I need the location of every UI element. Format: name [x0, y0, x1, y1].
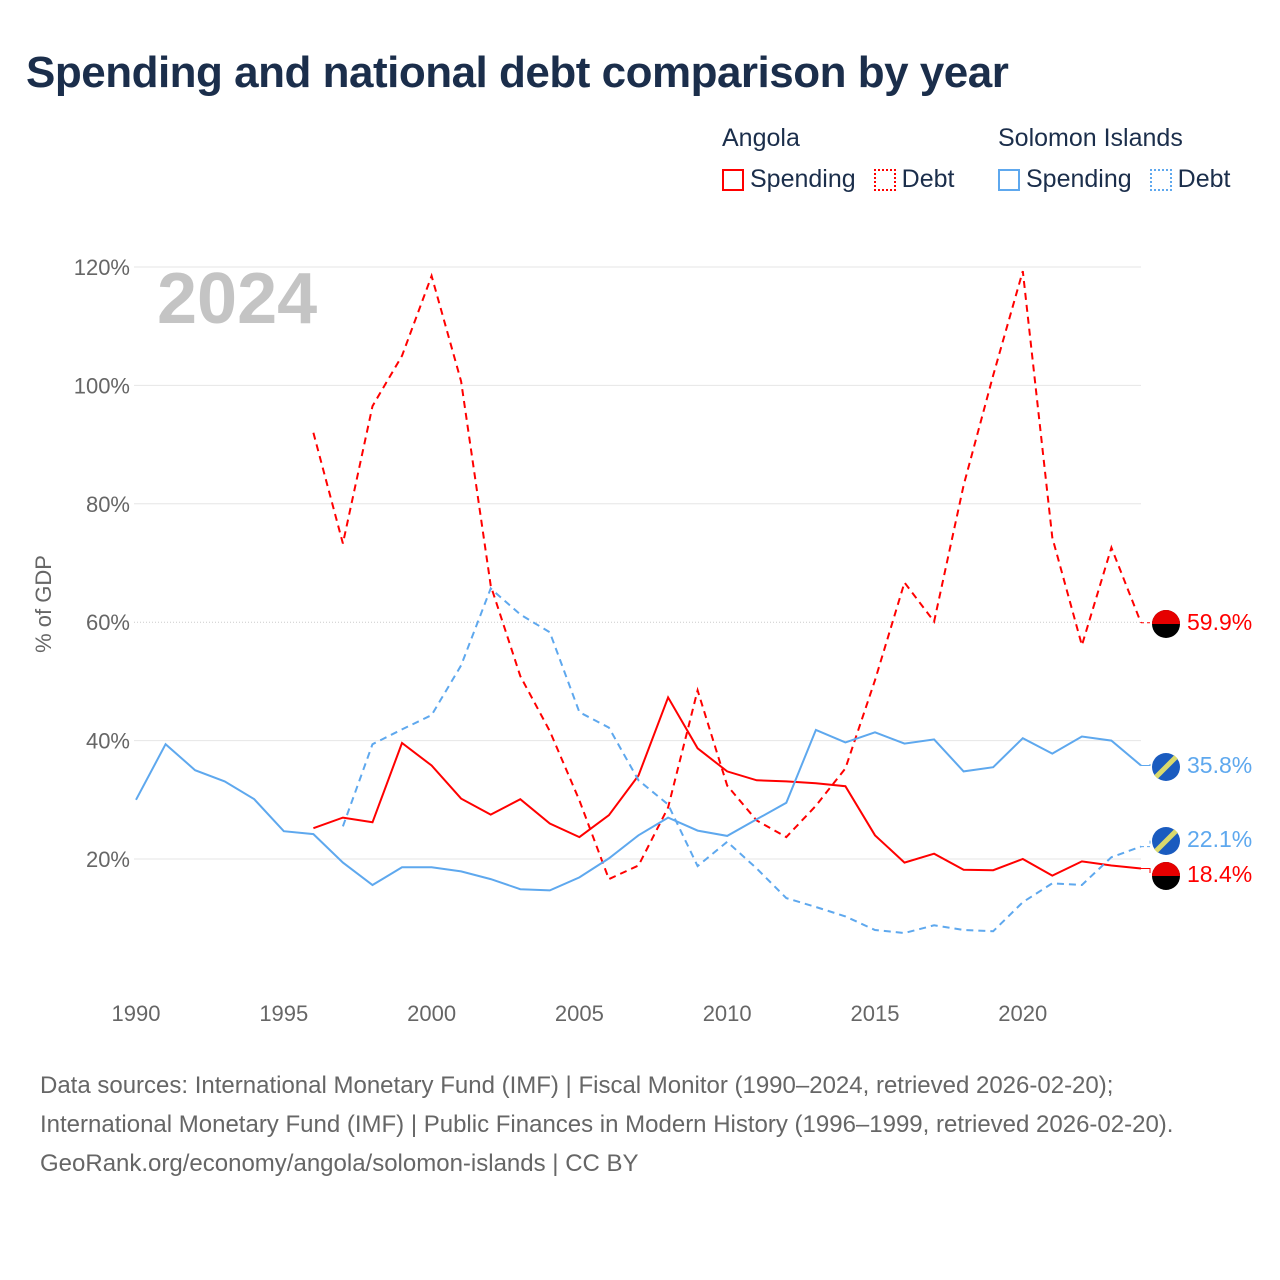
end-value-label: 35.8%: [1187, 752, 1252, 778]
legend-angola: Angola Spending Debt: [722, 124, 954, 194]
y-axis-label: % of GDP: [31, 555, 56, 653]
legend-angola-debt[interactable]: Debt: [873, 165, 955, 194]
x-tick-label: 2005: [555, 1001, 604, 1026]
series-line-solomon-islands-spending: [135, 728, 1142, 892]
legend-solomon-spending[interactable]: Spending: [998, 165, 1132, 194]
legend-group-title: Angola: [722, 124, 800, 152]
y-tick-label: 60%: [86, 610, 130, 635]
dotted-swatch-icon: [1149, 168, 1172, 191]
y-tick-label: 80%: [86, 492, 130, 517]
y-tick-label: 20%: [86, 847, 130, 872]
end-connector: [1141, 764, 1151, 766]
y-tick-label: 100%: [74, 373, 130, 398]
x-tick-label: 2010: [703, 1001, 752, 1026]
flag-stripe: [1152, 862, 1180, 876]
dotted-swatch-icon: [873, 168, 896, 191]
x-tick-label: 2015: [850, 1001, 899, 1026]
y-tick-label: 40%: [86, 729, 130, 754]
x-tick-label: 1990: [112, 1001, 161, 1026]
flag-stripe: [1152, 610, 1180, 624]
source-text: Data sources: International Monetary Fun…: [40, 1072, 1174, 1138]
series-line-angola-spending: [313, 695, 1142, 877]
end-connector: [1141, 838, 1151, 848]
end-value-label: 59.9%: [1187, 609, 1252, 635]
legend-solomon-debt[interactable]: Debt: [1149, 165, 1231, 194]
solid-swatch-icon: [722, 168, 744, 191]
legend-label: Debt: [1177, 165, 1231, 193]
end-value-label: 18.4%: [1187, 861, 1252, 887]
line-chart: 2024 % of GDP 20% 40% 60% 80% 100% 120% 1990 19…: [31, 255, 1252, 1026]
legend-label: Debt: [901, 165, 955, 193]
source-link[interactable]: GeoRank.org/economy/angola/solomon-islan…: [40, 1150, 639, 1177]
flag-stripe: [1154, 829, 1178, 853]
legend-label: Spending: [1026, 165, 1132, 193]
x-tick-label: 2000: [407, 1001, 456, 1026]
series-line-angola-debt: [312, 270, 1142, 881]
year-overlay: 2024: [157, 259, 317, 339]
legend-solomon-islands: Solomon Islands Spending Debt: [998, 124, 1230, 194]
x-tick-label: 2020: [998, 1001, 1047, 1026]
legend-group-title: Solomon Islands: [998, 124, 1183, 152]
flag-stripe: [1154, 755, 1178, 779]
legend-angola-spending[interactable]: Spending: [722, 165, 856, 194]
legend-label: Spending: [750, 165, 856, 193]
series-line-solomon-islands-debt: [341, 586, 1142, 935]
source-note: Data sources: International Monetary Fun…: [40, 1066, 1240, 1183]
end-value-label: 22.1%: [1187, 826, 1252, 852]
solid-swatch-icon: [998, 168, 1020, 191]
end-connector: [1141, 867, 1151, 873]
x-tick-label: 1995: [259, 1001, 308, 1026]
chart-title: Spending and national debt comparison by…: [26, 48, 1009, 97]
end-connector: [1141, 621, 1151, 624]
y-tick-label: 120%: [74, 255, 130, 280]
